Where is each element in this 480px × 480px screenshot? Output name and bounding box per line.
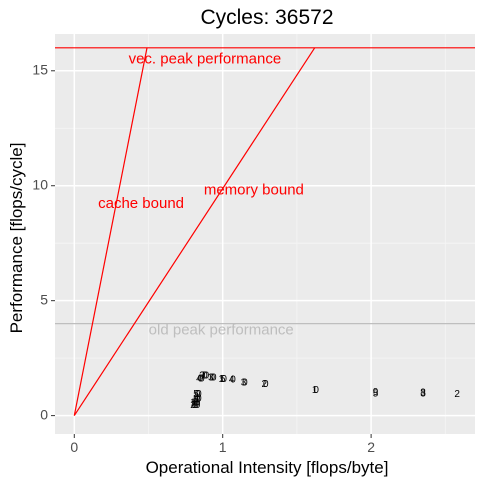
point-label: 5 xyxy=(220,374,226,385)
point-label: 9 xyxy=(373,387,379,398)
point-label: 0 xyxy=(192,400,198,411)
point-label: 0 xyxy=(196,389,202,400)
point-label: 2 xyxy=(454,389,460,400)
point-label: 2 xyxy=(261,379,267,390)
point-label: 0 xyxy=(221,374,227,385)
x-axis-title: Operational Intensity [flops/byte] xyxy=(146,458,389,477)
point-label: 8 xyxy=(420,388,426,399)
roof-slope-line xyxy=(73,47,316,416)
annotation-label: old peak performance xyxy=(149,322,294,339)
major-gridlines xyxy=(55,34,475,434)
point-label: 4 xyxy=(229,375,235,386)
point-label: 0 xyxy=(211,372,217,383)
y-tick-label: 0 xyxy=(40,406,48,422)
point-label: 0 xyxy=(263,379,269,390)
point-label: 3 xyxy=(208,372,214,383)
x-tick-label: 1 xyxy=(219,439,227,455)
roofline-annotations: vec. peak performance cache bound memory b… xyxy=(98,50,304,338)
point-label: 0 xyxy=(196,394,202,405)
point-label: 0 xyxy=(195,400,201,411)
point-label: 0 xyxy=(198,373,204,384)
point-label: 0 xyxy=(192,398,198,409)
point-label: 0 xyxy=(195,394,201,405)
point-label: 0 xyxy=(230,375,236,386)
point-label: 0 xyxy=(204,371,210,382)
roof-slope-line xyxy=(73,47,148,416)
point-label: 9 xyxy=(193,394,199,405)
y-tick-label: 10 xyxy=(32,176,48,192)
point-label: 0 xyxy=(202,371,208,382)
point-label: 0 xyxy=(193,398,199,409)
roofline-lines xyxy=(55,47,475,416)
point-label: 0 xyxy=(195,389,201,400)
point-label: 2 xyxy=(190,400,196,411)
point-label: 1 xyxy=(218,374,224,385)
point-label: 4 xyxy=(196,373,202,384)
annotation-label: vec. peak performance xyxy=(129,50,282,67)
point-label: 0 xyxy=(193,400,199,411)
point-label: 7 xyxy=(201,371,207,382)
y-tick-label: 15 xyxy=(32,61,48,77)
plot-panel xyxy=(55,34,475,434)
point-label: 0 xyxy=(199,373,205,384)
y-tick-label: 5 xyxy=(40,291,48,307)
point-label: 5 xyxy=(373,388,379,399)
y-axis: 0 5 10 15 xyxy=(32,61,55,422)
point-label: 3 xyxy=(241,378,247,389)
minor-gridlines xyxy=(55,34,475,434)
point-label: 1 xyxy=(312,385,318,396)
x-tick-label: 0 xyxy=(70,439,78,455)
point-label: 2 xyxy=(199,371,205,382)
point-label: 3 xyxy=(420,388,426,399)
x-axis: 0 1 2 xyxy=(70,434,375,455)
point-label: 0 xyxy=(313,385,319,396)
y-axis-title: Performance [flops/cycle] xyxy=(7,143,26,334)
point-label: 0 xyxy=(210,372,216,383)
chart-title: Cycles: 36572 xyxy=(200,6,333,29)
point-label: 5 xyxy=(193,389,199,400)
x-tick-label: 2 xyxy=(367,439,375,455)
point-label: 0 xyxy=(242,378,248,389)
annotation-label: memory bound xyxy=(204,181,304,198)
point-label: 0 xyxy=(195,398,201,409)
annotation-label: cache bound xyxy=(98,195,184,212)
point-label: 1 xyxy=(190,398,196,409)
